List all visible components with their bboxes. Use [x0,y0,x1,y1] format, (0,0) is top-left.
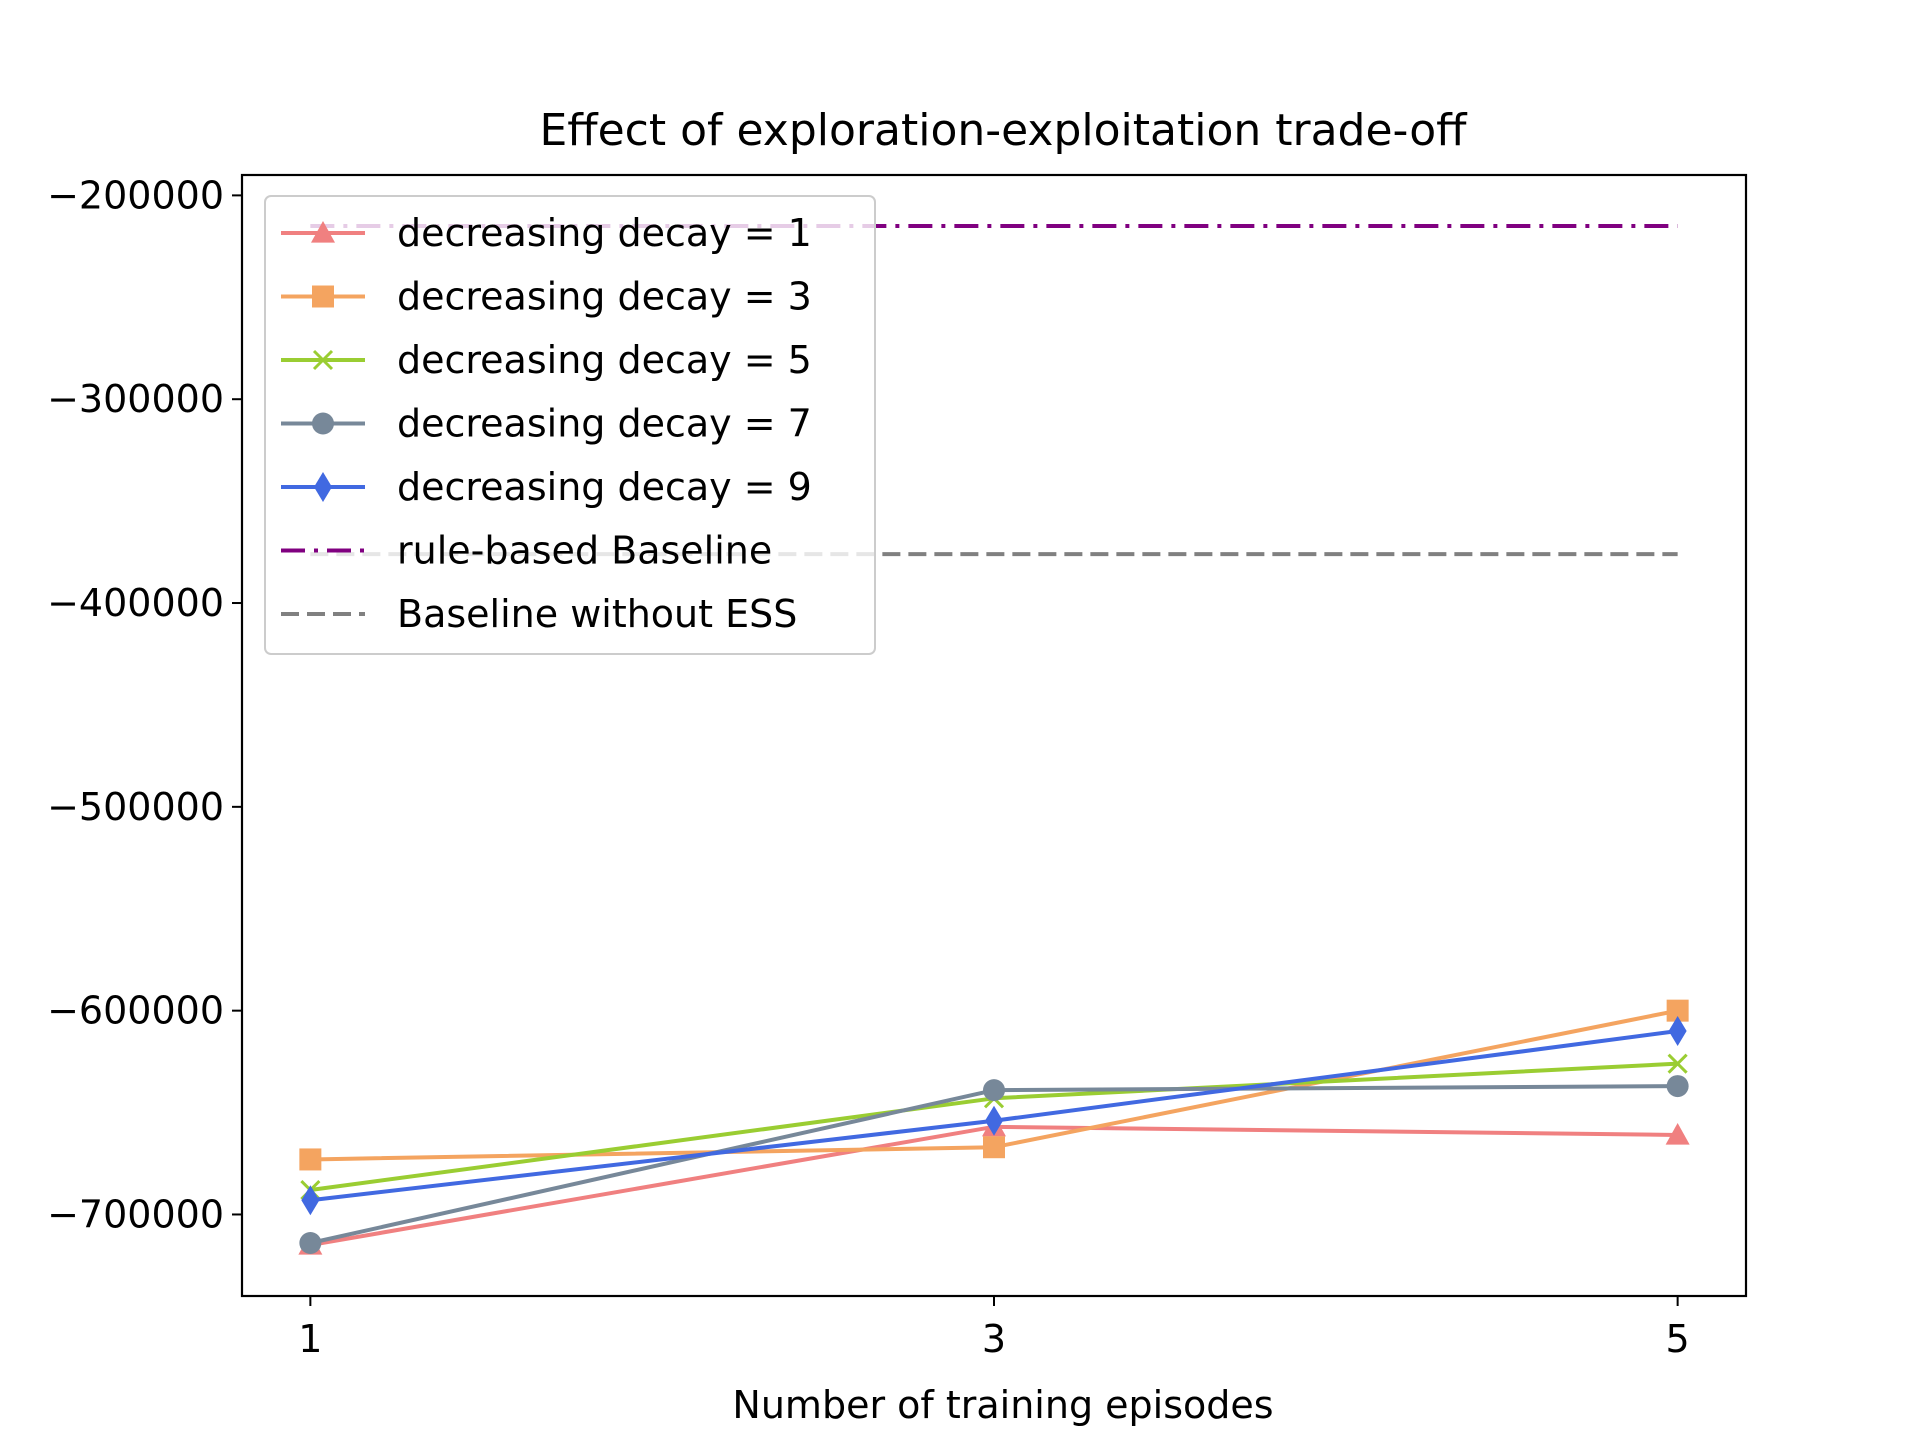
x-stroke [312,349,334,371]
legend-item: decreasing decay = 5 [281,338,812,382]
series-point [985,1105,1003,1136]
legend-swatch-marker [312,285,334,308]
legend-items: decreasing decay = 1 decreasing decay = 3… [281,211,812,636]
legend-item: decreasing decay = 1 [281,211,812,255]
legend-item: decreasing decay = 7 [281,402,812,446]
x-tick-label: 1 [298,1317,322,1361]
legend-item: Baseline without ESS [281,592,797,636]
legend-item: decreasing decay = 3 [281,275,812,319]
x-tick-label: 5 [1666,1317,1690,1361]
y-tick-label: −600000 [47,989,224,1033]
x-tick-label: 3 [982,1317,1006,1361]
x-axis-label: Number of training episodes [732,1383,1273,1427]
legend-swatch-marker [312,349,334,371]
y-tick-label: −400000 [47,581,224,625]
legend-label: decreasing decay = 5 [397,338,812,382]
legend-swatch-marker [312,412,334,435]
series-point [983,1079,1005,1102]
series-point [299,1232,322,1255]
chart-title: Effect of exploration-exploitation trade… [540,105,1469,156]
y-tick-label: −200000 [47,173,224,217]
series-point [983,1136,1005,1159]
series-point [301,1185,320,1216]
lines-layer [298,223,1690,1255]
x-stroke [1667,1053,1688,1074]
series-point [1667,1053,1688,1074]
legend-box [264,195,876,655]
legend-label: decreasing decay = 3 [397,275,812,319]
legend-swatch-marker [311,221,335,243]
series-point [1666,999,1689,1022]
ticks-layer: −200000 −300000 −400000 −500000 −600000 −7000… [47,173,1690,1361]
legend-label: rule-based Baseline [397,529,772,573]
series-point [299,1148,322,1171]
series-point [1666,1075,1689,1098]
legend-item: decreasing decay = 9 [281,465,812,509]
y-tick-label: −300000 [47,377,224,421]
legend-label: decreasing decay = 7 [397,402,812,446]
legend: decreasing decay = 1 decreasing decay = 3… [264,195,876,655]
legend-label: decreasing decay = 9 [397,465,812,509]
legend-item: rule-based Baseline [281,529,772,573]
series-point [1668,1016,1687,1047]
legend-label: Baseline without ESS [397,592,797,636]
y-tick-label: −500000 [47,785,224,829]
legend-swatch-marker [314,472,332,502]
series-point [1665,1122,1690,1145]
y-tick-label: −700000 [47,1192,224,1236]
legend-label: decreasing decay = 1 [397,211,812,255]
